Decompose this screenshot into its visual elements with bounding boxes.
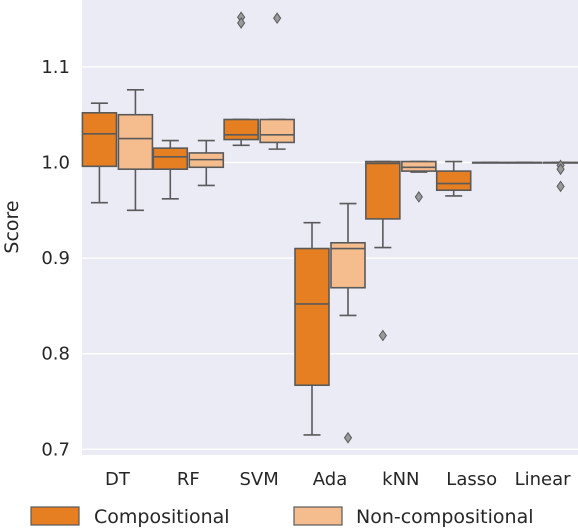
box-iqr [152,147,189,170]
box-series [81,11,578,444]
box-plot-item [401,160,437,203]
box-plot-item [365,160,401,342]
x-tick-label: Lasso [446,469,497,490]
outlier-point [237,17,246,29]
box-iqr [117,113,154,170]
legend-label-non-compositional: Non-compositional [356,506,534,528]
x-tick-label: DT [105,469,131,490]
box-plot-item [294,221,330,436]
box-plot-item [330,202,366,444]
outlier-point [556,180,565,193]
box-iqr [294,247,330,387]
legend: Compositional Non-compositional [30,506,534,528]
outlier-point [556,163,565,176]
outlier-point [414,191,423,203]
box-iqr [330,241,366,289]
box-iqr [401,160,437,172]
series-non-compositional [117,12,578,444]
outlier-point [273,12,282,25]
y-tick-label: 1.1 [41,57,70,78]
box-plot-item [223,11,259,147]
y-tick-label: 0.7 [41,439,70,460]
box-iqr [435,170,472,192]
box-plot-item [471,161,508,164]
box-plot-item [506,161,543,164]
box-iqr [223,118,259,141]
box-plot-item [435,160,472,197]
outlier-point [378,329,387,342]
legend-swatch-non-compositional [293,506,343,526]
plot-background [82,0,578,455]
box-plot-item [259,12,295,150]
outlier-point [343,431,353,444]
x-tick-label: SVM [240,469,279,490]
y-axis-label: Score [1,200,23,253]
box-plot-item [117,89,154,212]
x-tick-label: kNN [382,469,419,490]
legend-swatch-compositional [30,506,80,526]
x-tick-label: Linear [515,469,572,490]
x-tick-label: RF [177,469,200,490]
y-tick-label: 0.9 [41,248,70,269]
box-iqr [259,118,295,144]
box-plot-item [188,139,225,187]
x-tick-label: Ada [313,469,347,490]
y-tick-label: 0.8 [41,344,70,365]
y-tick-label: 1.0 [41,153,70,174]
x-axis-ticks: DT RF SVM Ada kNN Lasso Linear [105,469,571,490]
box-plot-item [81,102,118,204]
y-axis-ticks: 0.7 0.8 0.9 1.0 1.1 [41,57,70,460]
legend-label-compositional: Compositional [94,506,230,528]
box-iqr [81,111,118,168]
box-iqr [365,160,401,220]
series-compositional [81,11,543,436]
box-plot-item [152,139,189,200]
